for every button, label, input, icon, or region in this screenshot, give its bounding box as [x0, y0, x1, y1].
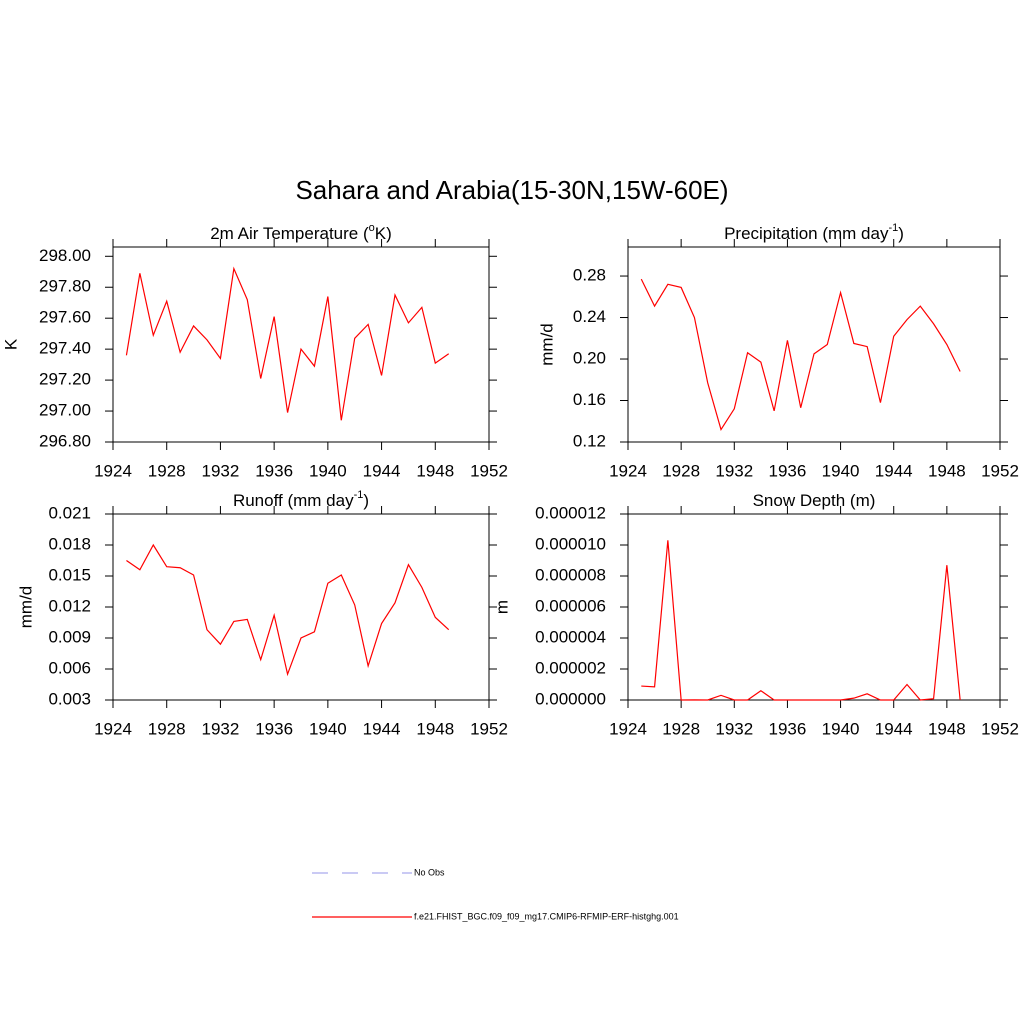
y-tick-label: 0.000010 [535, 534, 606, 553]
y-tick-label: 0.021 [48, 503, 91, 522]
figure-title: Sahara and Arabia(15-30N,15W-60E) [295, 175, 728, 205]
x-tick-label: 1940 [822, 719, 860, 738]
data-line [640, 278, 961, 431]
panel-title: 2m Air Temperature (oK) [210, 222, 392, 244]
x-tick-label: 1932 [202, 461, 240, 480]
title-part: ) [898, 224, 904, 243]
y-tick-label: 297.80 [39, 277, 91, 296]
y-axis-label: m [492, 600, 511, 614]
y-tick-label: 296.80 [39, 431, 91, 450]
y-tick-label: 0.000012 [535, 503, 606, 522]
x-tick-label: 1948 [928, 719, 966, 738]
panel-title: Precipitation (mm day-1) [724, 222, 904, 244]
x-tick-label: 1924 [94, 461, 132, 480]
title-superscript: o [369, 222, 375, 234]
plot-frame [627, 513, 1001, 701]
x-tick-label: 1940 [822, 461, 860, 480]
x-tick-label: 1952 [470, 719, 508, 738]
x-tick-label: 1952 [981, 719, 1019, 738]
x-tick-label: 1932 [715, 719, 753, 738]
title-part: Precipitation (mm day [724, 224, 889, 243]
x-tick-label: 1952 [981, 461, 1019, 480]
y-tick-label: 0.009 [48, 627, 91, 646]
legend-label: No Obs [414, 867, 445, 877]
x-tick-label: 1924 [609, 461, 647, 480]
y-tick-label: 297.20 [39, 370, 91, 389]
x-tick-label: 1944 [363, 719, 401, 738]
x-tick-label: 1944 [363, 461, 401, 480]
y-tick-label: 0.000008 [535, 565, 606, 584]
x-tick-label: 1948 [416, 461, 454, 480]
data-line [126, 543, 450, 677]
y-tick-label: 0.28 [573, 266, 606, 285]
x-tick-label: 1952 [470, 461, 508, 480]
y-tick-label: 0.006 [48, 658, 91, 677]
x-tick-label: 1928 [148, 461, 186, 480]
data-line [125, 266, 450, 421]
y-tick-label: 0.16 [573, 390, 606, 409]
x-tick-label: 1928 [148, 719, 186, 738]
x-tick-label: 1948 [928, 461, 966, 480]
plot-frame [112, 246, 490, 443]
title-part: Snow Depth (m) [753, 491, 876, 510]
x-tick-label: 1932 [715, 461, 753, 480]
y-tick-label: 0.000000 [535, 689, 606, 708]
y-axis-label: mm/d [537, 323, 556, 366]
panel-title: Snow Depth (m) [753, 491, 876, 510]
x-tick-label: 1928 [662, 719, 700, 738]
y-tick-label: 0.12 [573, 431, 606, 450]
y-axis-label: K [1, 338, 20, 350]
x-tick-label: 1944 [875, 461, 913, 480]
y-tick-label: 297.60 [39, 308, 91, 327]
y-tick-label: 0.015 [48, 565, 91, 584]
title-superscript: -1 [354, 489, 364, 501]
x-tick-label: 1948 [416, 719, 454, 738]
y-tick-label: 0.003 [48, 689, 91, 708]
x-tick-label: 1924 [609, 719, 647, 738]
x-tick-label: 1924 [94, 719, 132, 738]
x-tick-label: 1940 [309, 719, 347, 738]
x-tick-label: 1940 [309, 461, 347, 480]
x-tick-label: 1928 [662, 461, 700, 480]
x-tick-label: 1936 [769, 461, 807, 480]
panel-title: Runoff (mm day-1) [233, 489, 369, 511]
data-line [641, 540, 961, 701]
plot-frame [627, 246, 1001, 443]
x-tick-label: 1944 [875, 719, 913, 738]
title-part: 2m Air Temperature ( [210, 224, 369, 243]
x-tick-label: 1936 [255, 461, 293, 480]
y-tick-label: 0.20 [573, 349, 606, 368]
y-tick-label: 298.00 [39, 246, 91, 265]
plot-frame [112, 513, 490, 701]
legend-label: f.e21.FHIST_BGC.f09_f09_mg17.CMIP6-RFMIP… [414, 911, 679, 921]
y-tick-label: 0.000006 [535, 596, 606, 615]
y-tick-label: 297.00 [39, 401, 91, 420]
y-tick-label: 0.24 [573, 307, 606, 326]
y-tick-label: 0.018 [48, 534, 91, 553]
y-tick-label: 0.000002 [535, 658, 606, 677]
title-part: Runoff (mm day [233, 491, 354, 510]
x-tick-label: 1932 [202, 719, 240, 738]
y-tick-label: 0.000004 [535, 627, 606, 646]
title-part: K) [375, 224, 392, 243]
y-axis-label: mm/d [16, 586, 35, 629]
y-tick-label: 297.40 [39, 339, 91, 358]
title-superscript: -1 [888, 222, 898, 234]
x-tick-label: 1936 [769, 719, 807, 738]
x-tick-label: 1936 [255, 719, 293, 738]
title-part: ) [363, 491, 369, 510]
y-tick-label: 0.012 [48, 596, 91, 615]
